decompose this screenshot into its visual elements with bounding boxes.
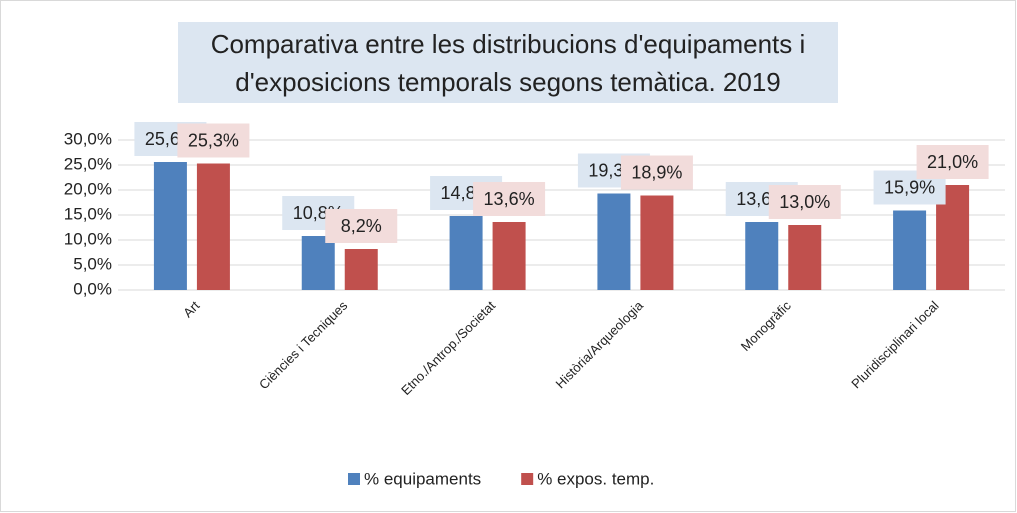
data-label: 21,0% <box>927 152 978 172</box>
legend-swatch <box>348 473 360 485</box>
x-tick-label: Etno./Antrop./Societat <box>398 298 498 398</box>
y-tick-label: 10,0% <box>64 229 112 248</box>
bar <box>893 210 927 290</box>
legend-label: % expos. temp. <box>537 469 654 488</box>
y-tick-label: 20,0% <box>64 179 112 198</box>
data-label: 13,6% <box>484 189 535 209</box>
bar <box>196 163 230 290</box>
data-label-box <box>177 123 250 158</box>
y-tick-label: 5,0% <box>73 254 112 273</box>
data-label-box <box>916 145 989 179</box>
data-label-box <box>620 155 693 190</box>
data-label: 8,2% <box>341 216 382 236</box>
x-tick-label: Ciències i Tecniques <box>256 298 351 393</box>
data-label: 25,3% <box>188 130 239 150</box>
data-label-box <box>325 209 398 243</box>
x-tick-label: Història/Arqueologia <box>553 297 647 391</box>
data-label: 13,0% <box>779 192 830 212</box>
bar <box>449 216 483 290</box>
data-label-box <box>768 185 841 219</box>
y-tick-label: 25,0% <box>64 154 112 173</box>
bar <box>597 193 631 290</box>
bar <box>640 195 674 290</box>
legend-label: % equipaments <box>364 469 481 488</box>
data-label: 18,9% <box>631 162 682 182</box>
chart-title: Comparativa entre les distribucions d'eq… <box>178 22 838 103</box>
bar <box>153 162 187 290</box>
bar <box>788 225 822 290</box>
bar <box>492 222 526 290</box>
y-tick-label: 0,0% <box>73 279 112 298</box>
bar <box>745 222 779 290</box>
bar <box>344 249 378 290</box>
data-label: 15,9% <box>884 177 935 197</box>
x-tick-label: Pluridisciplinari local <box>848 298 941 391</box>
x-tick-label: Monogràfic <box>738 298 794 354</box>
bar <box>301 236 335 290</box>
y-tick-label: 15,0% <box>64 204 112 223</box>
y-tick-label: 30,0% <box>64 129 112 148</box>
legend-swatch <box>521 473 534 485</box>
data-label-box <box>473 182 546 216</box>
x-tick-label: Art <box>180 298 203 321</box>
